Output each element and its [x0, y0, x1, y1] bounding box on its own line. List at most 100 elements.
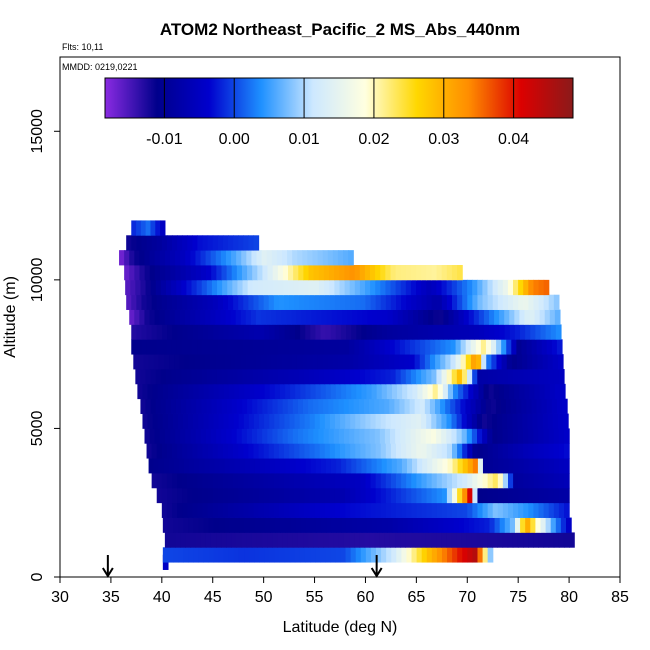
- heatmap-cell: [318, 532, 325, 548]
- heatmap-cell: [462, 487, 468, 504]
- heatmap-cell: [376, 324, 383, 340]
- heatmap-cell: [374, 398, 380, 414]
- heatmap-cell: [366, 324, 373, 340]
- heatmap-cell: [446, 413, 453, 429]
- heatmap-cell: [406, 547, 413, 563]
- heatmap-cell: [447, 547, 453, 563]
- heatmap-cell: [396, 547, 402, 563]
- heatmap-cell: [377, 517, 383, 533]
- heatmap-cell: [385, 443, 392, 459]
- heatmap-cell: [246, 532, 253, 548]
- heatmap-cell: [246, 250, 253, 266]
- heatmap-cell: [458, 383, 464, 400]
- heatmap-cell: [463, 383, 469, 400]
- heatmap-cell: [312, 354, 319, 370]
- heatmap-cell: [457, 473, 463, 489]
- x-tick-label: 60: [357, 589, 375, 606]
- heatmap-cell: [523, 487, 529, 504]
- heatmap-cell: [453, 383, 459, 400]
- heatmap-cell: [182, 502, 188, 518]
- heatmap-cell: [188, 413, 194, 429]
- heatmap-cell: [320, 458, 327, 474]
- heatmap-cell: [297, 398, 304, 414]
- heatmap-cell: [359, 339, 365, 355]
- heatmap-cell: [330, 324, 337, 340]
- heatmap-cell: [146, 235, 153, 251]
- heatmap-cell: [543, 458, 550, 474]
- heatmap-cell: [235, 309, 242, 325]
- heatmap-cell: [528, 279, 535, 296]
- heatmap-cell: [279, 547, 286, 563]
- heatmap-cell: [205, 309, 211, 325]
- heatmap-cell: [282, 265, 289, 281]
- heatmap-cell: [381, 383, 388, 400]
- heatmap-cell: [319, 294, 326, 310]
- heatmap-cell: [228, 324, 235, 340]
- heatmap-cell: [418, 309, 424, 325]
- heatmap-cell: [441, 473, 448, 489]
- heatmap-cell: [260, 309, 267, 325]
- heatmap-cell: [389, 532, 396, 548]
- heatmap-cell: [416, 279, 422, 296]
- heatmap-cell: [441, 547, 448, 563]
- heatmap-cell: [432, 458, 438, 474]
- heatmap-cell: [190, 309, 196, 325]
- heatmap-cell: [391, 547, 397, 563]
- heatmap-cell: [233, 294, 239, 310]
- heatmap-cell: [546, 339, 553, 355]
- heatmap-cell: [233, 547, 240, 563]
- heatmap-cell: [229, 383, 235, 400]
- heatmap-cell: [198, 547, 205, 563]
- heatmap-cell: [392, 324, 398, 340]
- colorbar-tick-label: 0.01: [289, 131, 320, 148]
- heatmap-cell: [261, 354, 267, 370]
- heatmap-cell: [477, 487, 484, 504]
- heatmap-cell: [219, 458, 226, 474]
- heatmap-cell: [360, 443, 367, 459]
- heatmap-cell: [217, 487, 224, 504]
- heatmap-cell: [173, 458, 180, 474]
- colorbar-fill: [104, 77, 574, 119]
- heatmap-cell: [462, 458, 469, 474]
- heatmap-cell: [487, 428, 493, 444]
- heatmap-cell: [177, 413, 184, 429]
- heatmap-cell: [165, 398, 172, 414]
- heatmap-cell: [320, 383, 327, 400]
- heatmap-cell: [181, 369, 187, 385]
- heatmap-cell: [462, 473, 468, 489]
- heatmap-cell: [446, 502, 453, 518]
- heatmap-cell: [431, 547, 438, 563]
- heatmap-cell: [333, 428, 340, 444]
- heatmap-cell: [221, 532, 227, 548]
- heatmap-cell: [518, 443, 524, 459]
- heatmap-cell: [495, 398, 502, 414]
- heatmap-cell: [463, 517, 470, 533]
- heatmap-cell: [506, 398, 512, 414]
- heatmap-cell: [348, 354, 354, 370]
- heatmap-cell: [487, 443, 494, 459]
- heatmap-cell: [476, 532, 483, 548]
- heatmap-cell: [232, 369, 238, 385]
- heatmap-cell: [426, 487, 433, 504]
- heatmap-cell: [131, 339, 137, 355]
- heatmap-cell: [151, 235, 158, 251]
- heatmap-cell: [147, 383, 154, 400]
- heatmap-cell: [508, 473, 514, 489]
- heatmap-cell: [136, 324, 143, 340]
- heatmap-cell: [243, 324, 250, 340]
- heatmap-cell: [441, 413, 448, 429]
- heatmap-cell: [446, 294, 453, 310]
- heatmap-cell: [524, 383, 530, 400]
- heatmap-cell: [332, 250, 339, 266]
- heatmap-cell: [384, 428, 391, 444]
- heatmap-cell: [451, 413, 458, 429]
- heatmap-cell: [289, 294, 295, 310]
- heatmap-cell: [299, 487, 305, 504]
- heatmap-cell: [221, 428, 227, 444]
- heatmap-cell: [353, 398, 360, 414]
- heatmap-cell: [487, 294, 494, 310]
- heatmap-cell: [443, 324, 450, 340]
- heatmap-cell: [509, 383, 515, 400]
- heatmap-cell: [558, 369, 565, 385]
- heatmap-cell: [360, 473, 367, 489]
